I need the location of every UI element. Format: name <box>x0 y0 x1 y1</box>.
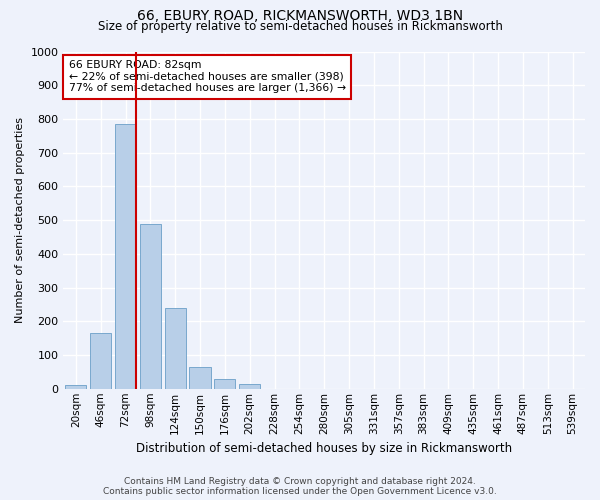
Bar <box>115 124 136 389</box>
Y-axis label: Number of semi-detached properties: Number of semi-detached properties <box>15 117 25 323</box>
Bar <box>239 384 260 389</box>
Text: Size of property relative to semi-detached houses in Rickmansworth: Size of property relative to semi-detach… <box>98 20 502 33</box>
Bar <box>90 333 111 389</box>
X-axis label: Distribution of semi-detached houses by size in Rickmansworth: Distribution of semi-detached houses by … <box>136 442 512 455</box>
Bar <box>164 308 186 389</box>
Bar <box>214 378 235 389</box>
Bar <box>65 386 86 389</box>
Bar <box>190 367 211 389</box>
Bar <box>140 224 161 389</box>
Text: 66, EBURY ROAD, RICKMANSWORTH, WD3 1BN: 66, EBURY ROAD, RICKMANSWORTH, WD3 1BN <box>137 9 463 23</box>
Text: Contains HM Land Registry data © Crown copyright and database right 2024.
Contai: Contains HM Land Registry data © Crown c… <box>103 476 497 496</box>
Text: 66 EBURY ROAD: 82sqm
← 22% of semi-detached houses are smaller (398)
77% of semi: 66 EBURY ROAD: 82sqm ← 22% of semi-detac… <box>68 60 346 93</box>
